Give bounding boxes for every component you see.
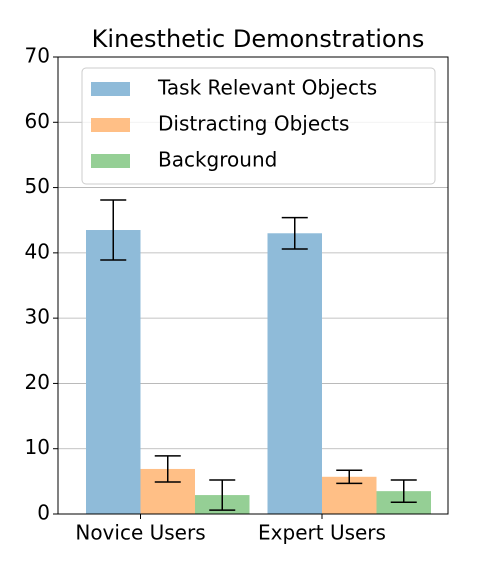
- y-tick-label: 0: [37, 501, 50, 525]
- legend-label: Distracting Objects: [158, 112, 349, 136]
- y-tick-label: 50: [25, 174, 50, 198]
- y-tick-label: 30: [25, 305, 50, 329]
- y-tick-label: 20: [25, 370, 50, 394]
- legend-swatch: [91, 154, 130, 168]
- error-bar: [154, 455, 181, 483]
- x-tick-label: Novice Users: [75, 521, 205, 545]
- legend-box: [81, 67, 436, 185]
- bar: [267, 233, 322, 514]
- y-tick-label: 40: [25, 239, 50, 263]
- error-bar: [281, 216, 308, 250]
- error-bar: [209, 479, 236, 511]
- legend-swatch: [91, 82, 130, 96]
- legend-label: Background: [158, 148, 277, 172]
- y-tick-label: 10: [25, 435, 50, 459]
- chart-title: Kinesthetic Demonstrations: [92, 25, 425, 53]
- error-bar: [390, 479, 417, 503]
- error-bar: [100, 199, 127, 261]
- legend-swatch: [91, 118, 130, 132]
- x-tick-label: Expert Users: [258, 521, 386, 545]
- legend-label: Task Relevant Objects: [157, 76, 377, 100]
- error-bar: [336, 469, 363, 485]
- y-tick-label: 60: [25, 109, 50, 133]
- plot-frame: [57, 56, 449, 515]
- y-tick-label: 70: [25, 44, 50, 68]
- bar: [86, 230, 141, 514]
